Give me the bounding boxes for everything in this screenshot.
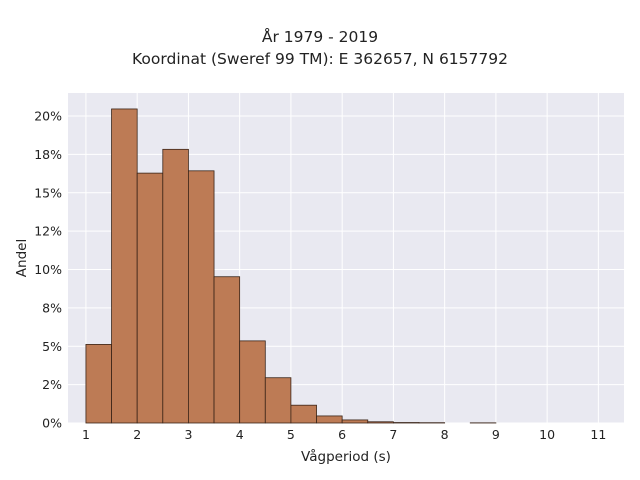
histogram-bar [290,404,317,424]
bars [85,108,497,424]
histogram-bar [239,340,266,424]
y-tick-label: 20% [34,109,62,124]
x-tick-label: 1 [82,427,90,442]
y-tick-label: 15% [34,185,62,200]
histogram-bar [213,276,241,424]
x-tick-label: 4 [236,427,244,442]
y-tick-label: 10% [34,262,62,277]
histogram-bar [111,108,138,424]
x-axis-label: Vågperiod (s) [301,448,391,465]
histogram-bar [367,421,394,424]
x-tick-label: 8 [441,427,449,442]
histogram-bar [188,170,215,424]
y-axis-ticks: 0% 2% 5% 8% 10% 12% 15% 18% 20% [34,109,62,431]
histogram-bar [136,172,164,424]
y-axis-label: Andel [14,239,30,277]
x-tick-label: 3 [184,427,192,442]
y-tick-label: 8% [42,300,62,315]
x-tick-label: 11 [590,427,606,442]
x-axis-ticks: 1 2 3 4 5 6 7 8 9 10 11 [82,427,606,442]
x-tick-label: 2 [133,427,141,442]
histogram-bar [316,415,343,424]
histogram-bar [341,419,369,424]
histogram-bar [162,148,189,424]
x-tick-label: 9 [492,427,500,442]
x-tick-label: 10 [539,427,555,442]
chart-subtitle: Koordinat (Sweref 99 TM): E 362657, N 61… [132,50,508,68]
y-tick-label: 2% [42,377,62,392]
x-tick-label: 7 [389,427,397,442]
histogram-bar [264,377,292,424]
x-tick-label: 5 [287,427,295,442]
x-tick-label: 6 [338,427,346,442]
y-tick-label: 18% [34,147,62,162]
y-tick-label: 0% [42,416,62,431]
chart-title: År 1979 - 2019 [261,28,379,46]
y-tick-label: 12% [34,224,62,239]
y-tick-label: 5% [42,339,62,354]
histogram-bar [85,344,112,424]
